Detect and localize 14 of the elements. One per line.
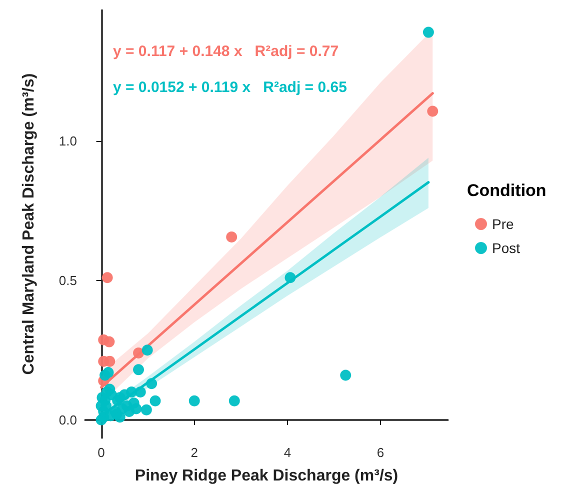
legend-label: Post: [492, 240, 520, 256]
x-tick-label: 6: [376, 445, 384, 460]
x-axis-title: Piney Ridge Peak Discharge (m³/s): [134, 468, 398, 484]
legend-label: Pre: [492, 216, 514, 232]
x-tick-label: 2: [190, 445, 198, 460]
y-tick-label: 0.0: [58, 412, 77, 428]
legend-title: Condition: [467, 181, 546, 200]
y-axis-title: Central Maryland Peak Discharge (m³/s): [20, 73, 38, 375]
y-tick-label: 1.0: [58, 134, 77, 149]
x-tick-label: 0: [98, 445, 105, 460]
y-tick-label: 0.5: [58, 272, 77, 288]
x-tick-label: 4: [284, 445, 292, 460]
annotation: y = 0.0152 + 0.119 x R²adj = 0.65: [113, 79, 347, 96]
annotation: y = 0.117 + 0.148 x R²adj = 0.77: [113, 43, 339, 60]
